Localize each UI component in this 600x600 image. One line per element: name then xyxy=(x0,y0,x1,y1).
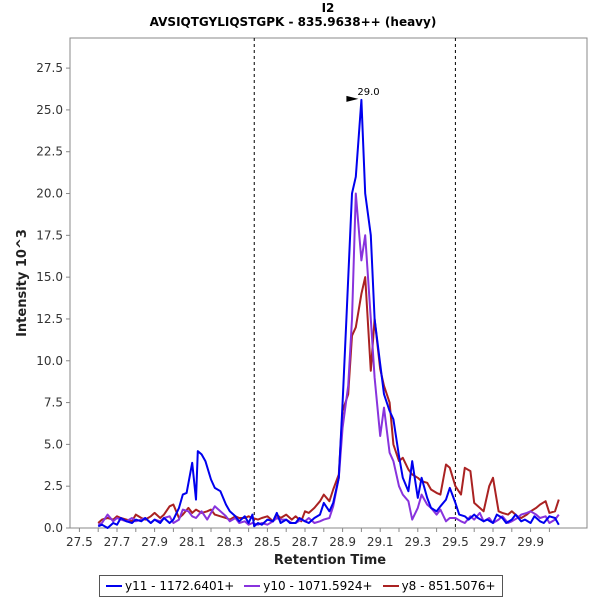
plot-area xyxy=(69,37,588,529)
y-tick-label: 22.5 xyxy=(36,145,63,159)
chart-title: I2 xyxy=(322,1,335,15)
integration-boundaries xyxy=(253,38,456,528)
y-axis: 0.0 2.5 5.0 7.5 10.0 12.5 15.0 17.5 20.0 22.5 25.0… xyxy=(36,61,70,535)
x-tick-label: 27.5 xyxy=(66,535,93,549)
y-tick-label: 5.0 xyxy=(44,437,63,451)
y-axis-label: Intensity 10^3 xyxy=(15,229,30,337)
x-tick-label: 29.9 xyxy=(517,535,544,549)
y-tick-label: 0.0 xyxy=(44,521,63,535)
x-tick-label: 28.9 xyxy=(329,535,356,549)
peak-annotation: 29.0 xyxy=(346,87,380,102)
y-tick-label: 10.0 xyxy=(36,354,63,368)
peak-label: 29.0 xyxy=(357,87,379,98)
x-axis: 27.5 27.7 27.9 28.1 28.3 28.5 28.7 28.9 29.1 29.3… xyxy=(66,528,550,549)
x-axis-label: Retention Time xyxy=(274,553,386,568)
y-tick-label: 15.0 xyxy=(36,270,63,284)
x-tick-label: 29.5 xyxy=(442,535,469,549)
y-tick-label: 7.5 xyxy=(44,396,63,410)
x-tick-label: 29.7 xyxy=(480,535,507,549)
legend-item: y10 - 1071.5924+ xyxy=(244,579,373,593)
x-tick-label: 29.1 xyxy=(367,535,394,549)
y-tick-label: 17.5 xyxy=(36,228,63,242)
legend: y11 - 1172.6401+ y10 - 1071.5924+ y8 - 851… xyxy=(99,575,503,597)
series-line xyxy=(97,192,560,526)
legend-item: y8 - 851.5076+ xyxy=(382,579,496,593)
y-tick-label: 2.5 xyxy=(44,479,63,493)
chart-subtitle: AVSIQTGYLIQSTGPK - 835.9638++ (heavy) xyxy=(150,15,437,29)
legend-swatch xyxy=(244,585,261,587)
y-tick-label: 20.0 xyxy=(36,187,63,201)
x-tick-label: 27.7 xyxy=(104,535,131,549)
y-tick-label: 27.5 xyxy=(36,61,63,75)
peak-arrow-icon xyxy=(346,95,359,102)
legend-swatch xyxy=(106,585,122,587)
y-tick-label: 12.5 xyxy=(36,312,63,326)
series-lines xyxy=(97,98,560,529)
x-tick-label: 28.7 xyxy=(292,535,319,549)
series-line xyxy=(97,98,560,529)
x-tick-label: 28.5 xyxy=(254,535,281,549)
legend-label: y10 - 1071.5924+ xyxy=(263,579,373,593)
legend-label: y11 - 1172.6401+ xyxy=(125,579,235,593)
x-tick-label: 28.3 xyxy=(216,535,243,549)
x-tick-label: 29.3 xyxy=(404,535,431,549)
x-tick-label: 27.9 xyxy=(141,535,168,549)
y-tick-label: 25.0 xyxy=(36,103,63,117)
series-line xyxy=(97,276,560,524)
x-tick-label: 28.1 xyxy=(179,535,206,549)
legend-swatch xyxy=(382,585,399,587)
legend-label: y8 - 851.5076+ xyxy=(401,579,496,593)
legend-item: y11 - 1172.6401+ xyxy=(106,579,234,593)
